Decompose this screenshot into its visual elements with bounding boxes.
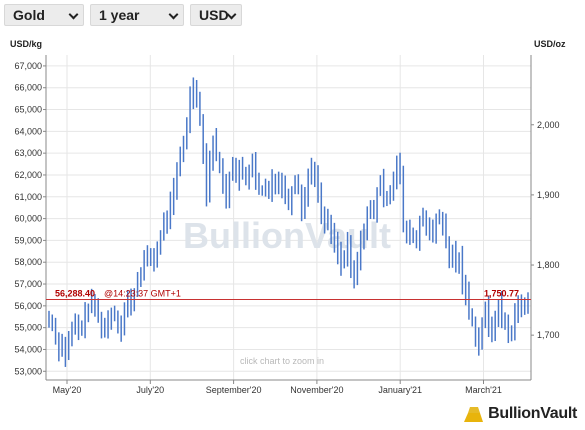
left-axis-ticks: 53,000 54,000 55,000 56,000 57,000 58,000 59,0… [14, 61, 46, 376]
x-axis-ticks: May'20 July'20 September'20 November'20 Janu… [53, 380, 502, 395]
left-tick-label: 61,000 [14, 192, 42, 202]
x-tick-label: March'21 [465, 385, 502, 395]
logo-text: BullionVault [488, 405, 577, 422]
watermark: BullionVault [183, 215, 391, 256]
left-tick-label: 55,000 [14, 323, 42, 333]
zoom-hint: click chart to zoom in [240, 356, 324, 366]
period-select-label: 1 year [99, 7, 140, 23]
left-axis-unit: USD/kg [10, 39, 42, 49]
currency-select[interactable]: USD [190, 4, 242, 26]
x-tick-label: July'20 [136, 385, 164, 395]
metal-select[interactable]: Gold [4, 4, 84, 26]
left-tick-label: 56,000 [14, 301, 42, 311]
left-tick-label: 53,000 [14, 366, 42, 376]
x-tick-label: May'20 [53, 385, 82, 395]
right-axis-ticks: 1,700 1,800 1,900 2,000 [531, 120, 560, 340]
period-select[interactable]: 1 year [90, 4, 184, 26]
left-tick-label: 65,000 [14, 105, 42, 115]
right-tick-label: 1,800 [537, 260, 560, 270]
left-tick-label: 58,000 [14, 257, 42, 267]
left-tick-label: 59,000 [14, 235, 42, 245]
right-tick-label: 1,700 [537, 330, 560, 340]
left-tick-label: 60,000 [14, 214, 42, 224]
left-tick-label: 63,000 [14, 148, 42, 158]
gold-bar-icon [464, 407, 484, 422]
current-price-oz-label: 1,750.77 [484, 289, 519, 299]
left-tick-label: 66,000 [14, 83, 42, 93]
right-tick-label: 2,000 [537, 120, 560, 130]
right-axis-unit: USD/oz [534, 39, 566, 49]
left-tick-label: 57,000 [14, 279, 42, 289]
metal-select-label: Gold [13, 7, 45, 23]
current-price-label: 56,288.40 [55, 289, 95, 299]
grid-lines [46, 55, 531, 380]
x-tick-label: January'21 [378, 385, 422, 395]
left-tick-label: 62,000 [14, 170, 42, 180]
x-tick-label: September'20 [206, 385, 262, 395]
left-tick-label: 67,000 [14, 61, 42, 71]
bullionvault-logo: BullionVault [462, 402, 577, 426]
left-tick-label: 54,000 [14, 344, 42, 354]
right-tick-label: 1,900 [537, 190, 560, 200]
chart-toolbar: Gold 1 year USD [0, 0, 585, 32]
currency-select-label: USD [199, 7, 229, 23]
price-bars [48, 77, 529, 367]
left-tick-label: 64,000 [14, 126, 42, 136]
x-tick-label: November'20 [290, 385, 343, 395]
current-price-time: @14:23:37 GMT+1 [104, 289, 181, 299]
